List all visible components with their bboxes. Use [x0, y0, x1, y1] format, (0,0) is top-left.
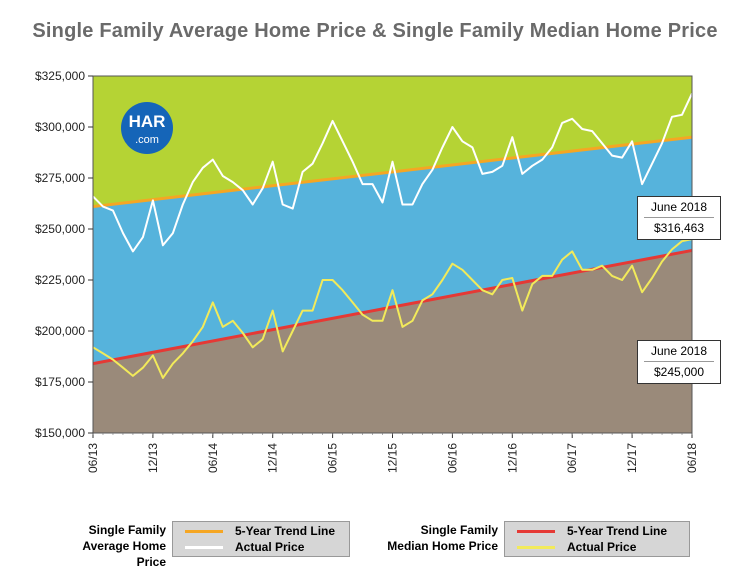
legend-average-label: Single Family Average Home Price	[52, 522, 166, 570]
legend-average-actual-swatch	[185, 546, 223, 549]
y-tick-label: $200,000	[35, 324, 85, 338]
y-tick-label: $300,000	[35, 120, 85, 134]
legend-median-label-line2: Median Home Price	[387, 539, 498, 553]
chart-title: Single Family Average Home Price & Singl…	[32, 20, 718, 42]
y-tick-label: $175,000	[35, 375, 85, 389]
area-above-average-trend	[93, 76, 692, 207]
callout-median-value: $245,000	[653, 365, 705, 379]
x-tick-label: 06/18	[685, 443, 699, 473]
legend-average-box: 5-Year Trend Line Actual Price	[172, 521, 350, 557]
trend-line-average	[92, 135, 693, 209]
legend-average-trend-swatch	[185, 530, 223, 533]
legend-average-trend-text: 5-Year Trend Line	[235, 524, 336, 538]
legend-median-label-line1: Single Family	[420, 523, 498, 537]
x-tick-label: 06/15	[326, 443, 340, 473]
y-tick-label: $325,000	[35, 69, 85, 83]
x-tick-label: 06/13	[86, 443, 100, 473]
har-logo: HAR .com	[121, 102, 173, 154]
y-tick-label: $150,000	[35, 426, 85, 440]
x-tick-label: 06/17	[565, 443, 579, 473]
logo-text-bottom: .com	[135, 134, 159, 146]
legend-median-label: Single Family Median Home Price	[368, 522, 498, 554]
legend-average-actual-text: Actual Price	[235, 540, 305, 554]
y-tick-label: $250,000	[35, 222, 85, 236]
legend-average-label-line2: Average Home Price	[82, 539, 166, 569]
x-tick-label: 12/15	[386, 443, 400, 473]
area-between-trends	[93, 137, 692, 364]
legend-median-actual-text: Actual Price	[567, 540, 637, 554]
x-tick-label: 12/14	[266, 443, 280, 473]
legend-median-trend: 5-Year Trend Line	[505, 523, 689, 539]
callout-average-date: June 2018	[650, 200, 708, 214]
legend-median-actual-swatch	[517, 546, 555, 549]
callout-average: June 2018 $316,463	[637, 196, 721, 240]
actual-line-average	[92, 92, 693, 253]
x-tick-label: 12/13	[146, 443, 160, 473]
area-below-median-trend	[93, 250, 692, 433]
legend-median-box: 5-Year Trend Line Actual Price	[504, 521, 690, 557]
callout-median-date: June 2018	[650, 344, 708, 358]
legend-median-trend-text: 5-Year Trend Line	[567, 524, 668, 538]
legend-average-actual: Actual Price	[173, 539, 349, 555]
logo-text-top: HAR	[129, 112, 166, 131]
x-tick-label: 12/16	[505, 443, 519, 473]
legend-average-trend: 5-Year Trend Line	[173, 523, 349, 539]
legend-median-trend-swatch	[517, 530, 555, 533]
callout-median: June 2018 $245,000	[637, 340, 721, 384]
callout-average-value: $316,463	[653, 221, 705, 235]
y-tick-label: $275,000	[35, 171, 85, 185]
x-tick-label: 06/16	[445, 443, 459, 473]
x-tick-label: 06/14	[206, 443, 220, 473]
actual-line-median	[92, 238, 693, 379]
x-tick-label: 12/17	[625, 443, 639, 473]
legend-average-label-line1: Single Family	[88, 523, 166, 537]
legend-median-actual: Actual Price	[505, 539, 689, 555]
y-tick-label: $225,000	[35, 273, 85, 287]
